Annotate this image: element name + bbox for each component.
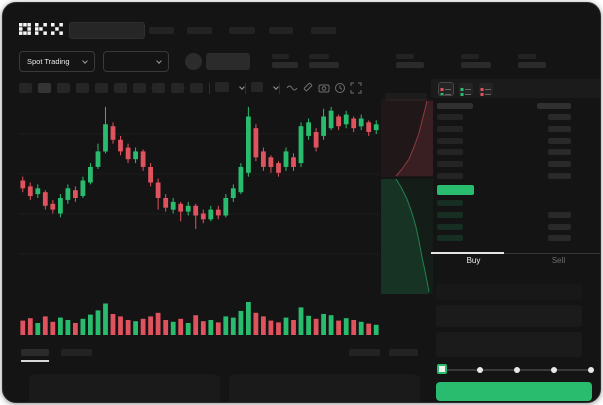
- interval-button[interactable]: [19, 83, 32, 93]
- pair-selector-dropdown[interactable]: [103, 51, 169, 72]
- header-action-button[interactable]: [206, 53, 250, 70]
- slider-handle[interactable]: [437, 364, 447, 374]
- order-type-field[interactable]: [436, 284, 582, 300]
- bottom-right-placeholder[interactable]: [349, 349, 380, 356]
- buy-tab-indicator: [431, 252, 504, 254]
- stat-label: [272, 54, 289, 59]
- ask-amount: [548, 137, 571, 144]
- price-input[interactable]: [436, 305, 582, 327]
- stat-value: [309, 62, 339, 68]
- open-orders-panel: [29, 374, 220, 402]
- ask-amount: [548, 125, 571, 132]
- slider-step[interactable]: [514, 367, 520, 373]
- nav-item[interactable]: [149, 27, 174, 34]
- interval-button[interactable]: [38, 83, 51, 93]
- okx-logo[interactable]: [19, 23, 65, 37]
- book-sell-only-view[interactable]: [479, 83, 493, 96]
- chevron-down-icon[interactable]: [239, 84, 245, 90]
- stat-label: [396, 54, 414, 59]
- tab-divider: [504, 253, 600, 254]
- draw-pencil-icon[interactable]: [302, 82, 314, 94]
- stat-value: [461, 62, 491, 68]
- stat-label: [518, 54, 536, 59]
- stat-value: [518, 62, 546, 68]
- ask-price: [437, 161, 463, 168]
- nav-item[interactable]: [269, 27, 293, 34]
- interval-button[interactable]: [190, 83, 203, 93]
- buy-submit-button[interactable]: [436, 382, 592, 401]
- coin-icon: [185, 53, 202, 70]
- stat-value: [272, 62, 298, 68]
- interval-button[interactable]: [171, 83, 184, 93]
- interval-button[interactable]: [152, 83, 165, 93]
- interval-button[interactable]: [95, 83, 108, 93]
- camera-icon[interactable]: [318, 82, 330, 94]
- interval-button[interactable]: [133, 83, 146, 93]
- market-type-label: Spot Trading: [27, 57, 70, 66]
- orderbook-col-header-price: [437, 103, 473, 109]
- fullscreen-icon[interactable]: [350, 82, 362, 94]
- orderbook-header: [431, 79, 600, 98]
- nav-item[interactable]: [229, 27, 255, 34]
- ask-price: [437, 137, 463, 144]
- slider-step[interactable]: [588, 367, 594, 373]
- nav-item[interactable]: [311, 27, 336, 34]
- bid-price: [437, 223, 463, 230]
- bottom-tab-history[interactable]: [61, 349, 92, 356]
- slider-step[interactable]: [551, 367, 557, 373]
- depth-chart: [381, 99, 433, 294]
- bottom-tab-active-indicator: [21, 360, 49, 362]
- tab-sell[interactable]: Sell: [551, 256, 566, 265]
- ask-amount: [548, 173, 571, 179]
- bid-price: [437, 235, 463, 242]
- bottom-right-placeholder[interactable]: [389, 349, 418, 356]
- history-clock-icon[interactable]: [334, 82, 346, 94]
- book-buy-only-view[interactable]: [459, 83, 473, 96]
- ask-amount: [548, 149, 571, 156]
- stat-label: [461, 54, 479, 59]
- chevron-down-icon: [82, 57, 88, 64]
- volume-bars: [20, 302, 379, 335]
- nav-item[interactable]: [187, 27, 212, 34]
- ask-price: [437, 173, 463, 179]
- bid-price: [437, 211, 463, 218]
- ask-price: [437, 149, 463, 156]
- ask-price: [437, 114, 463, 120]
- tab-buy[interactable]: Buy: [466, 256, 481, 265]
- bid-amount: [548, 211, 571, 218]
- interval-dropdown-icon[interactable]: [215, 82, 229, 92]
- ask-amount: [548, 114, 571, 120]
- orderbook-col-header-amount: [537, 103, 571, 109]
- bid-amount: [548, 223, 571, 230]
- depth-header-placeholder: [385, 93, 427, 101]
- bid-amount: [548, 235, 571, 242]
- market-type-dropdown[interactable]: Spot Trading: [19, 51, 95, 72]
- chevron-down-icon: [156, 57, 162, 64]
- interval-button[interactable]: [76, 83, 89, 93]
- indicator-dropdown-icon[interactable]: [251, 82, 263, 92]
- wave-line-icon[interactable]: [286, 82, 298, 94]
- search-input[interactable]: [69, 22, 145, 39]
- candlestick-chart[interactable]: [19, 101, 380, 295]
- stat-value: [396, 62, 424, 68]
- bottom-tab-orders[interactable]: [21, 349, 49, 356]
- chevron-down-icon[interactable]: [273, 84, 279, 90]
- amount-input[interactable]: [436, 332, 582, 357]
- bid-price: [437, 200, 463, 206]
- ask-amount: [548, 161, 571, 168]
- orderbook-last-price[interactable]: [437, 185, 474, 195]
- stat-label: [309, 54, 329, 59]
- interval-button[interactable]: [57, 83, 70, 93]
- order-history-panel: [229, 374, 420, 402]
- slider-step[interactable]: [477, 367, 483, 373]
- ask-price: [437, 125, 463, 132]
- interval-button[interactable]: [114, 83, 127, 93]
- book-split-view[interactable]: [438, 82, 454, 96]
